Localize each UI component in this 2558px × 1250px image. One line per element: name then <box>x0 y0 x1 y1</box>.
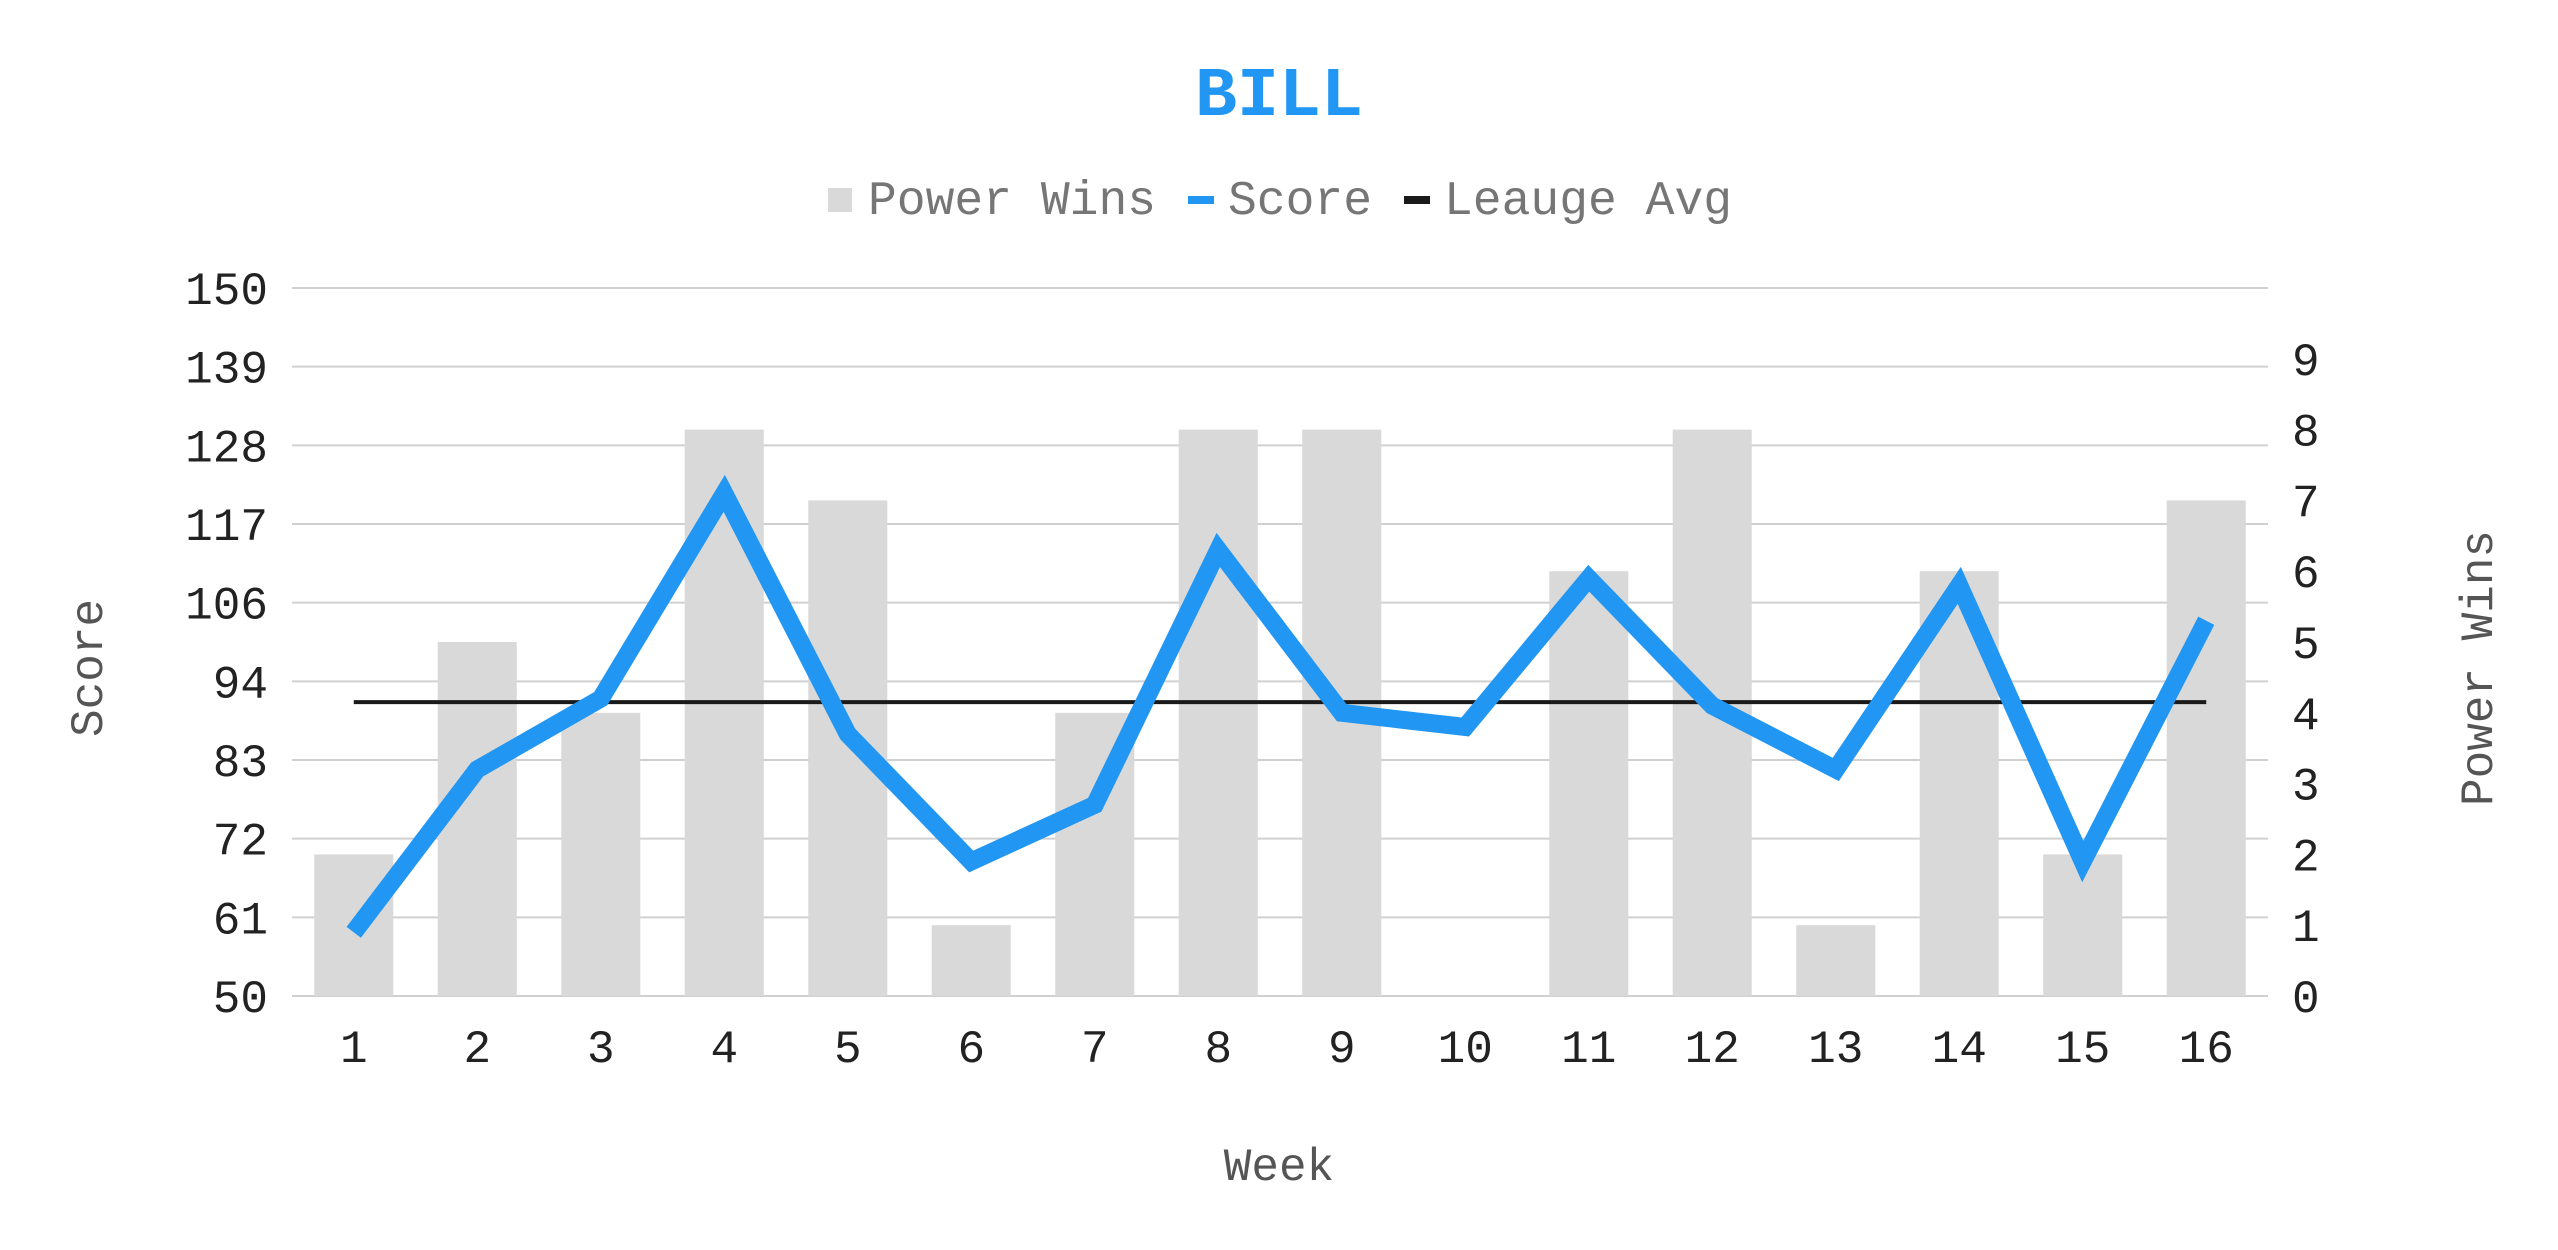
y-tick-label: 94 <box>213 659 268 711</box>
y-tick-label: 150 <box>185 266 268 318</box>
y2-tick-label: 5 <box>2292 620 2320 672</box>
y2-tick-label: 7 <box>2292 478 2320 530</box>
power-wins-bar <box>1549 571 1629 996</box>
legend-label-leauge-avg: Leauge Avg <box>1444 175 1732 229</box>
y2-tick-label: 2 <box>2292 832 2320 884</box>
x-tick-label: 2 <box>463 1024 491 1076</box>
x-tick-label: 11 <box>1561 1024 1616 1076</box>
y-tick-label: 106 <box>185 581 268 633</box>
y2-tick-label: 4 <box>2292 691 2320 743</box>
x-axis-ticks: 1 2 3 4 5 6 7 8 9 10 11 12 13 14 15 16 <box>340 1024 2234 1076</box>
power-wins-bar <box>684 429 764 997</box>
x-axis-title: Week <box>1224 1142 1334 1194</box>
x-tick-label: 5 <box>834 1024 862 1076</box>
x-tick-label: 14 <box>1932 1024 1987 1076</box>
power-wins-bars <box>314 429 2246 997</box>
legend-swatch-power-wins <box>828 188 852 212</box>
x-tick-label: 16 <box>2179 1024 2234 1076</box>
y-tick-label: 128 <box>185 423 268 475</box>
x-tick-label: 15 <box>2055 1024 2110 1076</box>
y-tick-label: 50 <box>213 974 268 1026</box>
x-tick-label: 7 <box>1081 1024 1109 1076</box>
y2-tick-label: 6 <box>2292 549 2320 601</box>
y2-axis-title: Power Wins <box>2454 530 2506 806</box>
power-wins-bar <box>931 925 1011 996</box>
y2-tick-label: 1 <box>2292 903 2320 955</box>
y2-tick-label: 8 <box>2292 408 2320 460</box>
legend-swatch-leauge-avg <box>1404 196 1430 204</box>
power-wins-bar <box>808 500 888 996</box>
legend: Power Wins Score Leauge Avg <box>828 175 1732 229</box>
x-tick-label: 9 <box>1328 1024 1356 1076</box>
y-tick-label: 61 <box>213 895 268 947</box>
x-tick-label: 13 <box>1808 1024 1863 1076</box>
x-tick-label: 12 <box>1685 1024 1740 1076</box>
legend-swatch-score <box>1188 196 1214 204</box>
y-tick-label: 139 <box>185 345 268 397</box>
x-tick-label: 4 <box>710 1024 738 1076</box>
x-tick-label: 3 <box>587 1024 615 1076</box>
x-tick-label: 10 <box>1438 1024 1493 1076</box>
y2-tick-label: 9 <box>2292 337 2320 389</box>
line-series <box>346 474 2215 938</box>
x-tick-label: 8 <box>1204 1024 1232 1076</box>
y2-tick-label: 3 <box>2292 762 2320 814</box>
power-wins-bar <box>2166 500 2246 996</box>
y-axis-ticks: 50 61 72 83 94 106 117 128 139 150 <box>185 266 268 1026</box>
y-tick-label: 117 <box>185 502 268 554</box>
legend-label-power-wins: Power Wins <box>868 175 1156 229</box>
chart-title: BILL <box>1195 58 1363 137</box>
x-tick-label: 6 <box>957 1024 985 1076</box>
power-wins-bar <box>1178 429 1258 997</box>
y-axis-title: Score <box>64 599 116 737</box>
power-wins-bar <box>561 712 641 996</box>
power-wins-bar <box>1796 925 1876 996</box>
y2-axis-ticks: 0 1 2 3 4 5 6 7 8 9 <box>2292 337 2320 1026</box>
y2-tick-label: 0 <box>2292 974 2320 1026</box>
x-tick-label: 1 <box>340 1024 368 1076</box>
y-tick-label: 72 <box>213 817 268 869</box>
y-tick-label: 83 <box>213 738 268 790</box>
legend-label-score: Score <box>1228 175 1372 229</box>
score-line <box>346 474 2215 938</box>
